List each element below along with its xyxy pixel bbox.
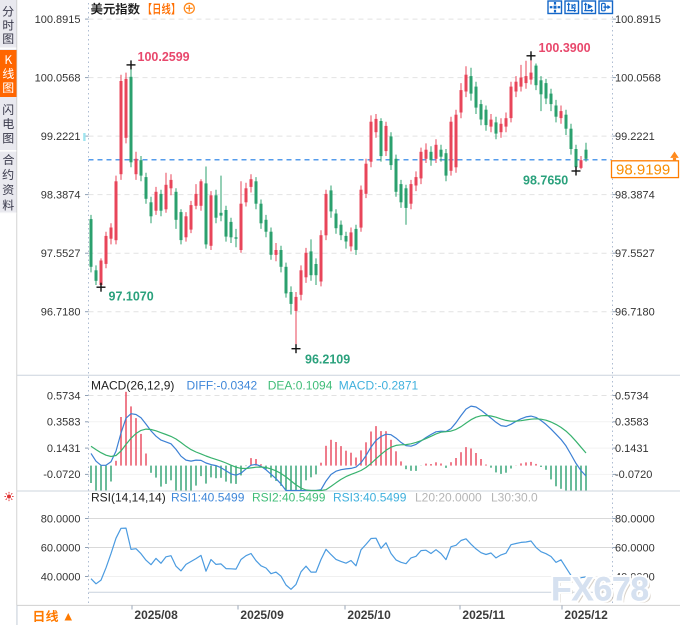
svg-text:DEA:0.1094: DEA:0.1094 <box>268 379 333 393</box>
svg-text:美元指数: 美元指数 <box>91 0 141 18</box>
svg-text:图: 图 <box>2 30 14 47</box>
svg-text:99.2221: 99.2221 <box>615 131 655 143</box>
svg-text:98.9199: 98.9199 <box>616 162 670 179</box>
svg-text:40.0000: 40.0000 <box>615 571 655 583</box>
svg-text:97.5527: 97.5527 <box>615 248 655 260</box>
svg-text:0.1431: 0.1431 <box>615 443 649 455</box>
svg-text:100.8915: 100.8915 <box>35 14 81 26</box>
svg-text:MACD(26,12,9): MACD(26,12,9) <box>91 379 174 393</box>
svg-text:线: 线 <box>2 65 14 82</box>
svg-text:图: 图 <box>2 79 14 96</box>
svg-text:图: 图 <box>2 129 14 146</box>
svg-text:分: 分 <box>2 3 14 20</box>
svg-text:40.0000: 40.0000 <box>41 571 81 583</box>
svg-text:DIFF:-0.0342: DIFF:-0.0342 <box>187 379 258 393</box>
svg-text:MACD:-0.2871: MACD:-0.2871 <box>339 379 419 393</box>
svg-text:100.0568: 100.0568 <box>35 72 81 84</box>
svg-text:K: K <box>4 51 12 68</box>
svg-text:FX678: FX678 <box>554 573 652 611</box>
svg-text:闪: 闪 <box>2 101 14 118</box>
svg-text:96.2109: 96.2109 <box>305 353 350 367</box>
svg-text:0.5734: 0.5734 <box>47 390 81 402</box>
svg-text:96.7180: 96.7180 <box>615 307 655 319</box>
svg-text:97.5527: 97.5527 <box>41 248 81 260</box>
svg-text:L30:30.0: L30:30.0 <box>491 491 538 505</box>
svg-text:0.1431: 0.1431 <box>47 443 81 455</box>
svg-text:80.0000: 80.0000 <box>615 513 655 525</box>
svg-text:2025/10: 2025/10 <box>347 608 391 622</box>
svg-text:-0.0720: -0.0720 <box>43 469 80 481</box>
svg-text:FX678: FX678 <box>551 571 649 609</box>
svg-text:2025/12: 2025/12 <box>564 608 608 622</box>
svg-text:2025/08: 2025/08 <box>134 608 178 622</box>
svg-text:【日线】: 【日线】 <box>143 0 181 18</box>
svg-text:98.3874: 98.3874 <box>41 189 81 201</box>
svg-text:RSI(14,14,14): RSI(14,14,14) <box>91 491 166 505</box>
svg-text:RSI2:40.5499: RSI2:40.5499 <box>252 491 326 505</box>
svg-text:97.1070: 97.1070 <box>109 290 154 304</box>
svg-text:资: 资 <box>2 181 14 198</box>
svg-text:料: 料 <box>2 196 14 213</box>
svg-text:98.7650: 98.7650 <box>523 174 568 188</box>
svg-text:电: 电 <box>2 115 14 132</box>
svg-text:RSI3:40.5499: RSI3:40.5499 <box>333 491 407 505</box>
svg-text:L20:20.0000: L20:20.0000 <box>415 491 482 505</box>
svg-text:99.2221: 99.2221 <box>41 131 81 143</box>
svg-text:100.2599: 100.2599 <box>138 50 190 64</box>
svg-text:日线: 日线 <box>33 606 59 625</box>
svg-text:60.0000: 60.0000 <box>41 542 81 554</box>
svg-text:100.8915: 100.8915 <box>615 14 661 26</box>
svg-text:2025/09: 2025/09 <box>240 608 284 622</box>
svg-text:0.5734: 0.5734 <box>615 390 649 402</box>
svg-text:100.0568: 100.0568 <box>615 72 661 84</box>
svg-text:96.7180: 96.7180 <box>41 307 81 319</box>
svg-text:0.3583: 0.3583 <box>615 417 649 429</box>
svg-text:100.3900: 100.3900 <box>539 41 591 55</box>
svg-text:合: 合 <box>2 151 15 168</box>
svg-text:约: 约 <box>2 166 14 183</box>
svg-text:RSI1:40.5499: RSI1:40.5499 <box>171 491 245 505</box>
svg-text:FX678: FX678 <box>551 571 649 609</box>
svg-text:时: 时 <box>2 16 14 33</box>
svg-text:60.0000: 60.0000 <box>615 542 655 554</box>
svg-text:2025/11: 2025/11 <box>462 608 505 622</box>
svg-text:-0.0720: -0.0720 <box>615 469 652 481</box>
svg-text:0.3583: 0.3583 <box>47 417 81 429</box>
svg-text:98.3874: 98.3874 <box>615 189 655 201</box>
svg-text:80.0000: 80.0000 <box>41 513 81 525</box>
